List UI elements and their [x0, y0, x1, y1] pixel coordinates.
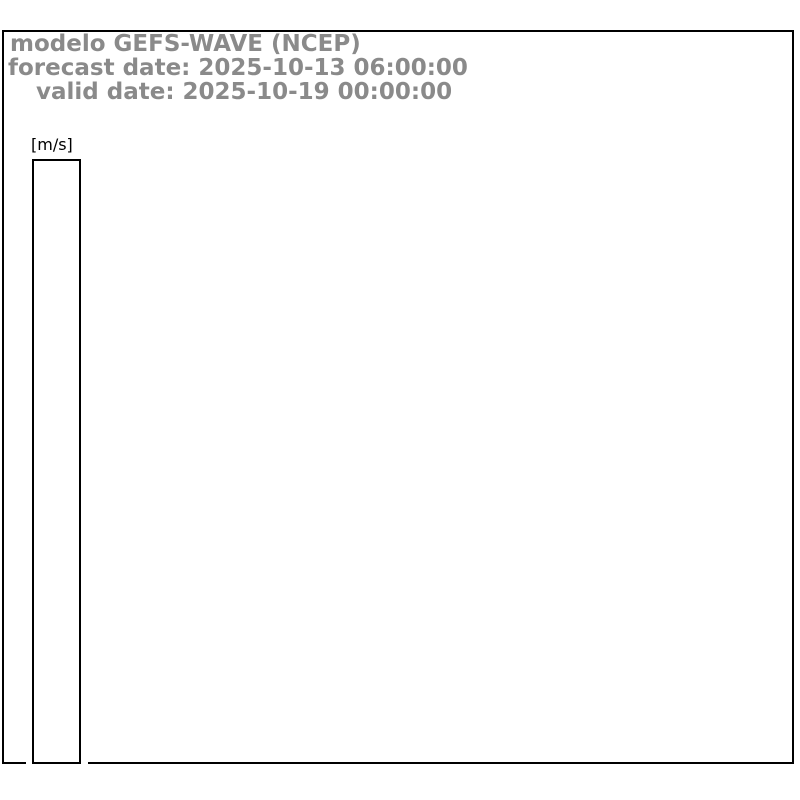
title-block: modelo GEFS-WAVE (NCEP) forecast date: 2…	[8, 31, 468, 105]
colorbar: [m/s]	[26, 123, 88, 775]
colorbar-unit-label: [m/s]	[31, 135, 73, 154]
map-border	[2, 30, 794, 764]
valid-date: valid date: 2025-10-19 00:00:00	[36, 79, 452, 105]
colorbar-gradient	[32, 159, 81, 764]
model-title: modelo GEFS-WAVE (NCEP)	[10, 31, 361, 57]
forecast-date: forecast date: 2025-10-13 06:00:00	[8, 55, 468, 81]
